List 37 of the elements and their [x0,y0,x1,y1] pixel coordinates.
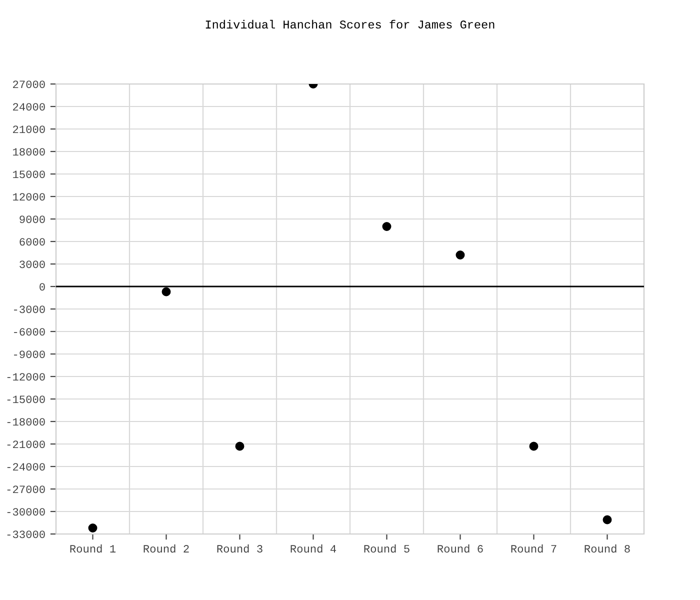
point [602,515,612,524]
y-tick-label: -9000 [14,350,45,358]
y-tick-label: 27000 [13,80,45,88]
x-tick-label: Round 2 [144,544,189,553]
y-tick-label: -27000 [7,486,45,494]
y-tick-label: -21000 [7,440,45,448]
x-tick-label: Round 8 [584,544,630,553]
y-tick-label: -18000 [7,418,45,426]
y-tick-label: 3000 [20,260,45,268]
x-tick-label: Round 4 [290,544,336,553]
y-tick-label: 18000 [13,148,45,156]
x-tick-label: Round 7 [511,544,556,553]
point [162,287,171,296]
point [382,222,392,231]
y-tick-label: -12000 [7,373,45,381]
y-tick-label: -6000 [14,328,45,336]
y-tick-label: 15000 [13,170,45,178]
chart-title: Individual Hanchan Scores for James Green [206,20,494,29]
y-tick-label: 0 [40,283,45,291]
y-tick-label: 24000 [13,103,45,111]
x-tick-label: Round 1 [70,544,116,553]
y-tick-label: 6000 [20,238,45,246]
x-tick-label: Round 5 [364,544,410,553]
y-tick-label: 9000 [20,216,45,224]
y-tick-label: -15000 [7,396,45,404]
point [235,442,244,451]
y-tick-label: -24000 [7,463,45,471]
point [88,524,98,532]
y-tick-label: -30000 [7,508,45,516]
y-tick-label: 21000 [13,126,45,134]
point [456,250,465,260]
x-tick-label: Round 3 [217,544,262,553]
y-tick-label: -33000 [7,530,45,538]
y-tick-label: 12000 [13,193,45,201]
point [529,442,538,451]
y-tick-label: -3000 [14,306,45,314]
x-tick-label: Round 6 [438,544,483,553]
